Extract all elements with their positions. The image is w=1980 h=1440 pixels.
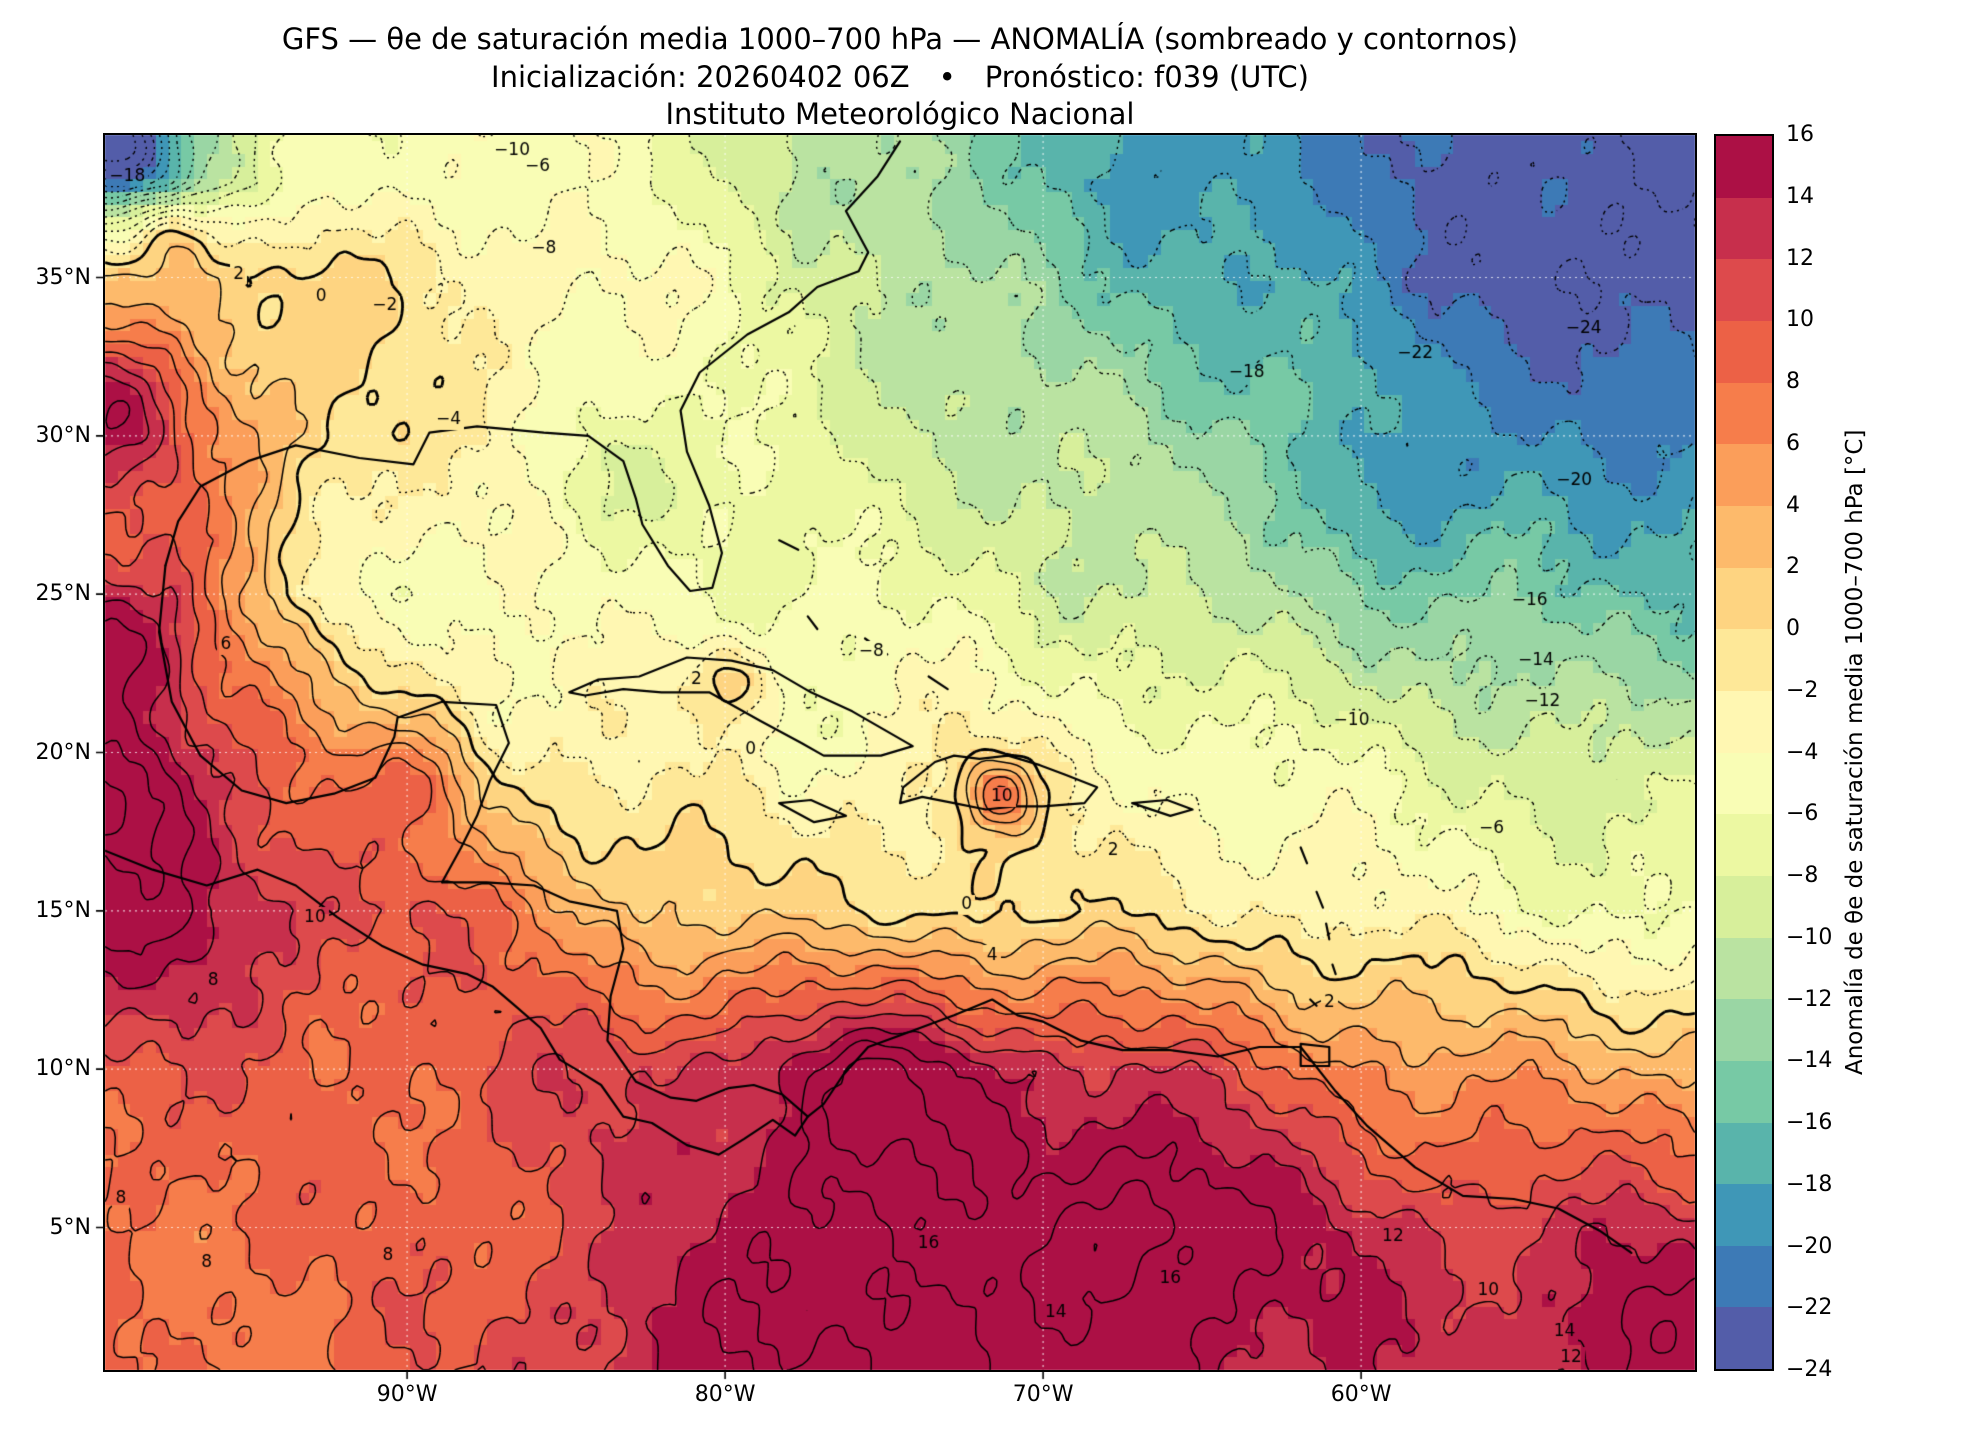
- colorbar-cell: [1716, 814, 1772, 876]
- lat-tick-label: 10°N: [35, 1056, 91, 1082]
- colorbar-tick-label: −14: [1786, 1048, 1833, 1074]
- colorbar-cell: [1716, 1307, 1772, 1370]
- colorbar-cell: [1716, 1184, 1772, 1246]
- colorbar-tick-label: −2: [1786, 677, 1819, 703]
- colorbar-tick-label: −8: [1786, 863, 1819, 888]
- colorbar-tick-label: −4: [1786, 739, 1819, 765]
- colorbar-cell: [1716, 444, 1772, 506]
- chart-institution: Instituto Meteorológico Nacional: [665, 97, 1135, 131]
- colorbar-cell: [1716, 1122, 1772, 1185]
- colorbar-cell: [1716, 1060, 1772, 1123]
- lat-tick-label: 35°N: [35, 264, 91, 290]
- colorbar-tick-label: 8: [1786, 369, 1800, 394]
- colorbar-tick-label: −10: [1786, 924, 1833, 950]
- lon-tick-label: 90°W: [376, 1382, 438, 1407]
- lat-tick-label: 5°N: [49, 1214, 91, 1240]
- colorbar-cell: [1716, 382, 1772, 445]
- lon-tick-label: 60°W: [1330, 1382, 1392, 1407]
- colorbar-cell: [1716, 259, 1772, 321]
- lon-tick-label: 70°W: [1012, 1382, 1074, 1407]
- colorbar-tick-label: 0: [1786, 616, 1800, 641]
- colorbar-tick-label: 12: [1786, 245, 1814, 271]
- lat-tick-label: 30°N: [35, 422, 91, 448]
- lat-tick-label: 20°N: [35, 739, 91, 765]
- colorbar-tick-label: 14: [1786, 183, 1814, 209]
- colorbar-cell: [1716, 197, 1772, 260]
- colorbar-tick-label: 10: [1786, 307, 1814, 333]
- colorbar-cell: [1716, 875, 1772, 938]
- colorbar-tick-label: −22: [1786, 1295, 1833, 1321]
- lat-tick-label: 15°N: [35, 897, 91, 923]
- colorbar-cell: [1716, 752, 1772, 815]
- colorbar-cell: [1716, 320, 1772, 383]
- colorbar-cell: [1716, 690, 1772, 753]
- colorbar-cell: [1716, 999, 1772, 1061]
- colorbar-cell: [1716, 937, 1772, 1000]
- colorbar-tick-label: −6: [1786, 801, 1819, 827]
- colorbar-cell: [1716, 567, 1772, 630]
- colorbar-tick-label: 2: [1786, 554, 1800, 580]
- colorbar-label: Anomalía de θe de saturación media 1000–…: [1842, 429, 1868, 1076]
- colorbar-cell: [1716, 136, 1772, 198]
- colorbar-cell: [1716, 1245, 1772, 1308]
- colorbar: [1714, 134, 1774, 1371]
- colorbar-tick-label: 4: [1786, 492, 1800, 518]
- colorbar-tick-label: 16: [1786, 122, 1814, 147]
- colorbar-tick-label: −20: [1786, 1233, 1833, 1259]
- colorbar-tick-label: −24: [1786, 1357, 1833, 1382]
- chart-title: GFS — θe de saturación media 1000–700 hP…: [281, 22, 1519, 56]
- colorbar-tick-label: −12: [1786, 986, 1833, 1012]
- lon-tick-label: 80°W: [694, 1382, 756, 1407]
- colorbar-tick-label: −16: [1786, 1110, 1833, 1135]
- colorbar-cell: [1716, 505, 1772, 568]
- colorbar-tick-label: 6: [1786, 430, 1800, 456]
- colorbar-cell: [1716, 629, 1772, 691]
- chart-subtitle: Inicialización: 20260402 06Z • Pronóstic…: [491, 60, 1309, 94]
- colorbar-tick-label: −18: [1786, 1171, 1833, 1197]
- lat-tick-label: 25°N: [35, 581, 91, 607]
